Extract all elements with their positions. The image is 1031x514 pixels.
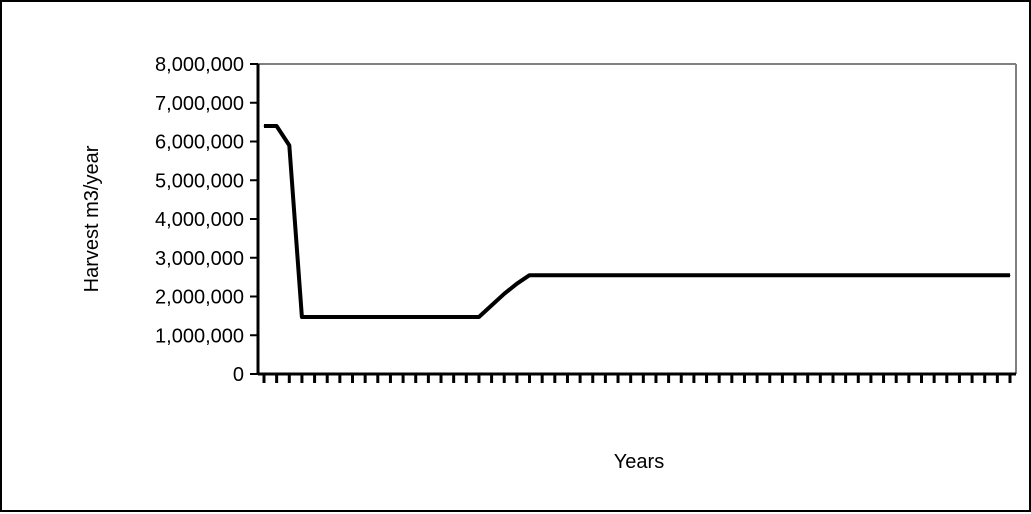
- data-point: [541, 274, 543, 276]
- data-point: [756, 274, 758, 276]
- data-point: [996, 274, 998, 276]
- data-point: [933, 274, 935, 276]
- data-point: [288, 144, 290, 146]
- data-point: [579, 274, 581, 276]
- data-point: [263, 125, 265, 127]
- data-point: [655, 274, 657, 276]
- data-point: [503, 293, 505, 295]
- data-point: [491, 304, 493, 306]
- data-point: [794, 274, 796, 276]
- data-point: [731, 274, 733, 276]
- data-point: [706, 274, 708, 276]
- data-point: [971, 274, 973, 276]
- data-point: [857, 274, 859, 276]
- data-point: [946, 274, 948, 276]
- data-point: [389, 316, 391, 318]
- data-point: [807, 274, 809, 276]
- data-point: [402, 316, 404, 318]
- data-point: [453, 316, 455, 318]
- data-point: [276, 125, 278, 127]
- data-point: [427, 316, 429, 318]
- data-point: [377, 316, 379, 318]
- data-point: [781, 274, 783, 276]
- data-point: [617, 274, 619, 276]
- data-point: [339, 316, 341, 318]
- y-tick-label: 1,000,000: [155, 325, 244, 347]
- data-point: [516, 283, 518, 285]
- x-axis-title: Years: [614, 451, 664, 473]
- data-point: [465, 316, 467, 318]
- y-tick-label: 3,000,000: [155, 248, 244, 270]
- y-tick-label: 0: [233, 364, 244, 386]
- data-point: [984, 274, 986, 276]
- y-axis: 0 1,000,000 2,000,000 3,000,000 4,000,000 5,0…: [155, 54, 260, 386]
- data-point: [415, 316, 417, 318]
- data-point: [326, 316, 328, 318]
- x-axis: [258, 372, 1016, 383]
- data-point: [845, 274, 847, 276]
- data-point: [630, 274, 632, 276]
- data-point: [832, 274, 834, 276]
- y-axis-title-text: Harvest m3/year: [81, 145, 103, 292]
- data-point: [529, 274, 531, 276]
- y-tick-label: 8,000,000: [155, 54, 244, 76]
- y-tick-label: 4,000,000: [155, 209, 244, 231]
- data-point: [870, 274, 872, 276]
- data-point: [1009, 274, 1011, 276]
- data-point: [642, 274, 644, 276]
- data-point: [769, 274, 771, 276]
- y-tick-label: 6,000,000: [155, 132, 244, 154]
- data-point: [693, 274, 695, 276]
- y-axis-title: Harvest m3/year: [81, 145, 103, 292]
- series-line: [264, 124, 1010, 319]
- data-point: [314, 316, 316, 318]
- y-tick-label: 7,000,000: [155, 93, 244, 115]
- data-point: [920, 274, 922, 276]
- data-point: [352, 316, 354, 318]
- y-tick-label: 5,000,000: [155, 170, 244, 192]
- data-point: [958, 274, 960, 276]
- data-point: [554, 274, 556, 276]
- series-layer: [263, 124, 1011, 319]
- data-point: [680, 274, 682, 276]
- plot-area: [258, 63, 1017, 374]
- data-point: [604, 274, 606, 276]
- data-point: [895, 274, 897, 276]
- data-point: [592, 274, 594, 276]
- data-point: [668, 274, 670, 276]
- y-tick-label: 2,000,000: [155, 287, 244, 309]
- data-point: [883, 274, 885, 276]
- data-point: [440, 316, 442, 318]
- data-point: [908, 274, 910, 276]
- data-point: [301, 316, 303, 318]
- data-point: [364, 316, 366, 318]
- data-point: [478, 316, 480, 318]
- data-point: [718, 274, 720, 276]
- data-point: [819, 274, 821, 276]
- data-point: [566, 274, 568, 276]
- data-point: [743, 274, 745, 276]
